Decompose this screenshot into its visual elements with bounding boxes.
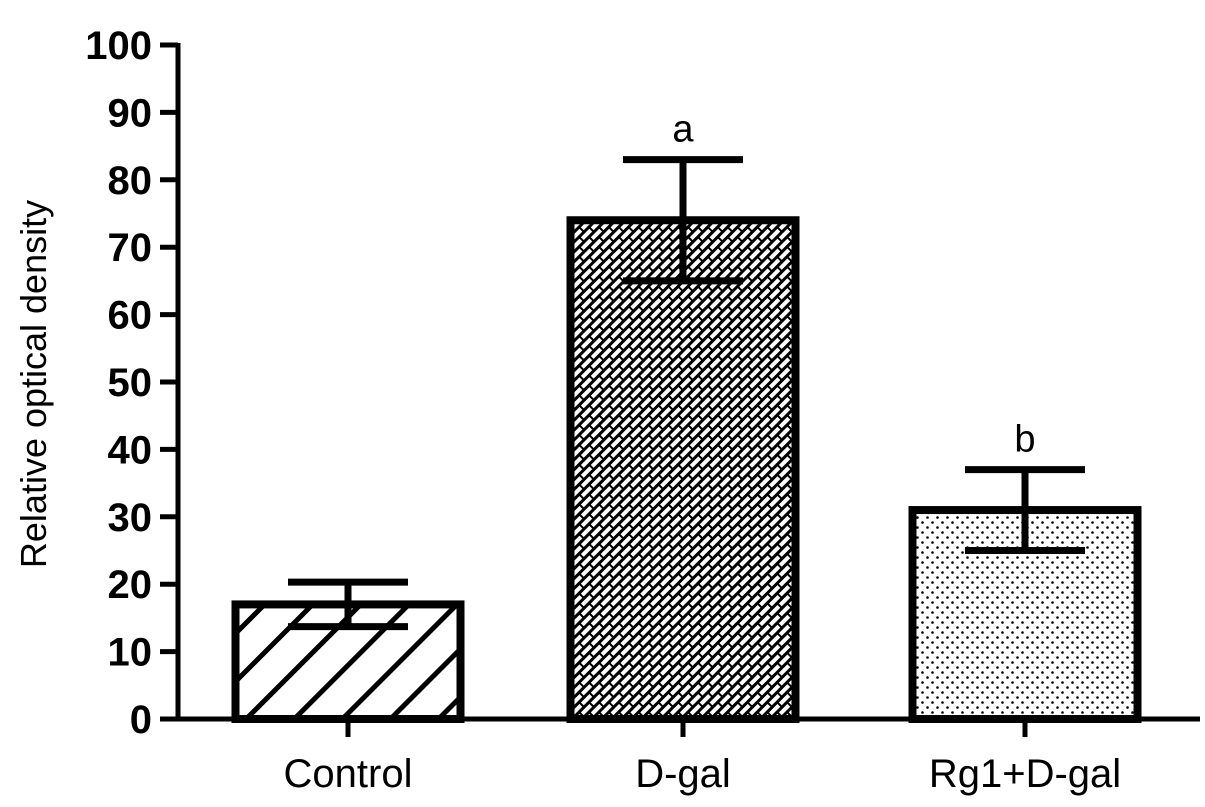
y-axis-title: Relative optical density [13, 200, 54, 568]
x-tick-label: Rg1+D-gal [929, 752, 1121, 796]
y-tick-label: 60 [108, 294, 153, 338]
y-tick-label: 70 [108, 226, 153, 270]
x-tick-label: Control [284, 752, 413, 796]
y-tick-label: 50 [108, 361, 153, 405]
y-tick-label: 40 [108, 428, 153, 472]
bar [231, 600, 465, 723]
y-tick-label: 0 [130, 698, 152, 742]
bar [566, 216, 800, 724]
significance-label: a [672, 109, 694, 151]
x-tick-label: D-gal [635, 752, 731, 796]
bars [231, 156, 1142, 724]
y-tick-label: 30 [108, 496, 153, 540]
y-tick-label: 90 [108, 91, 153, 135]
y-tick-label: 100 [85, 24, 152, 68]
significance-label: b [1014, 419, 1035, 461]
y-tick-label: 80 [108, 159, 153, 203]
labels: 0 10 20 30 40 50 60 70 80 90 100 Control D-gal Rg1+D-… [85, 24, 1121, 796]
y-tick-label: 20 [108, 563, 153, 607]
y-tick-label: 10 [108, 631, 153, 675]
